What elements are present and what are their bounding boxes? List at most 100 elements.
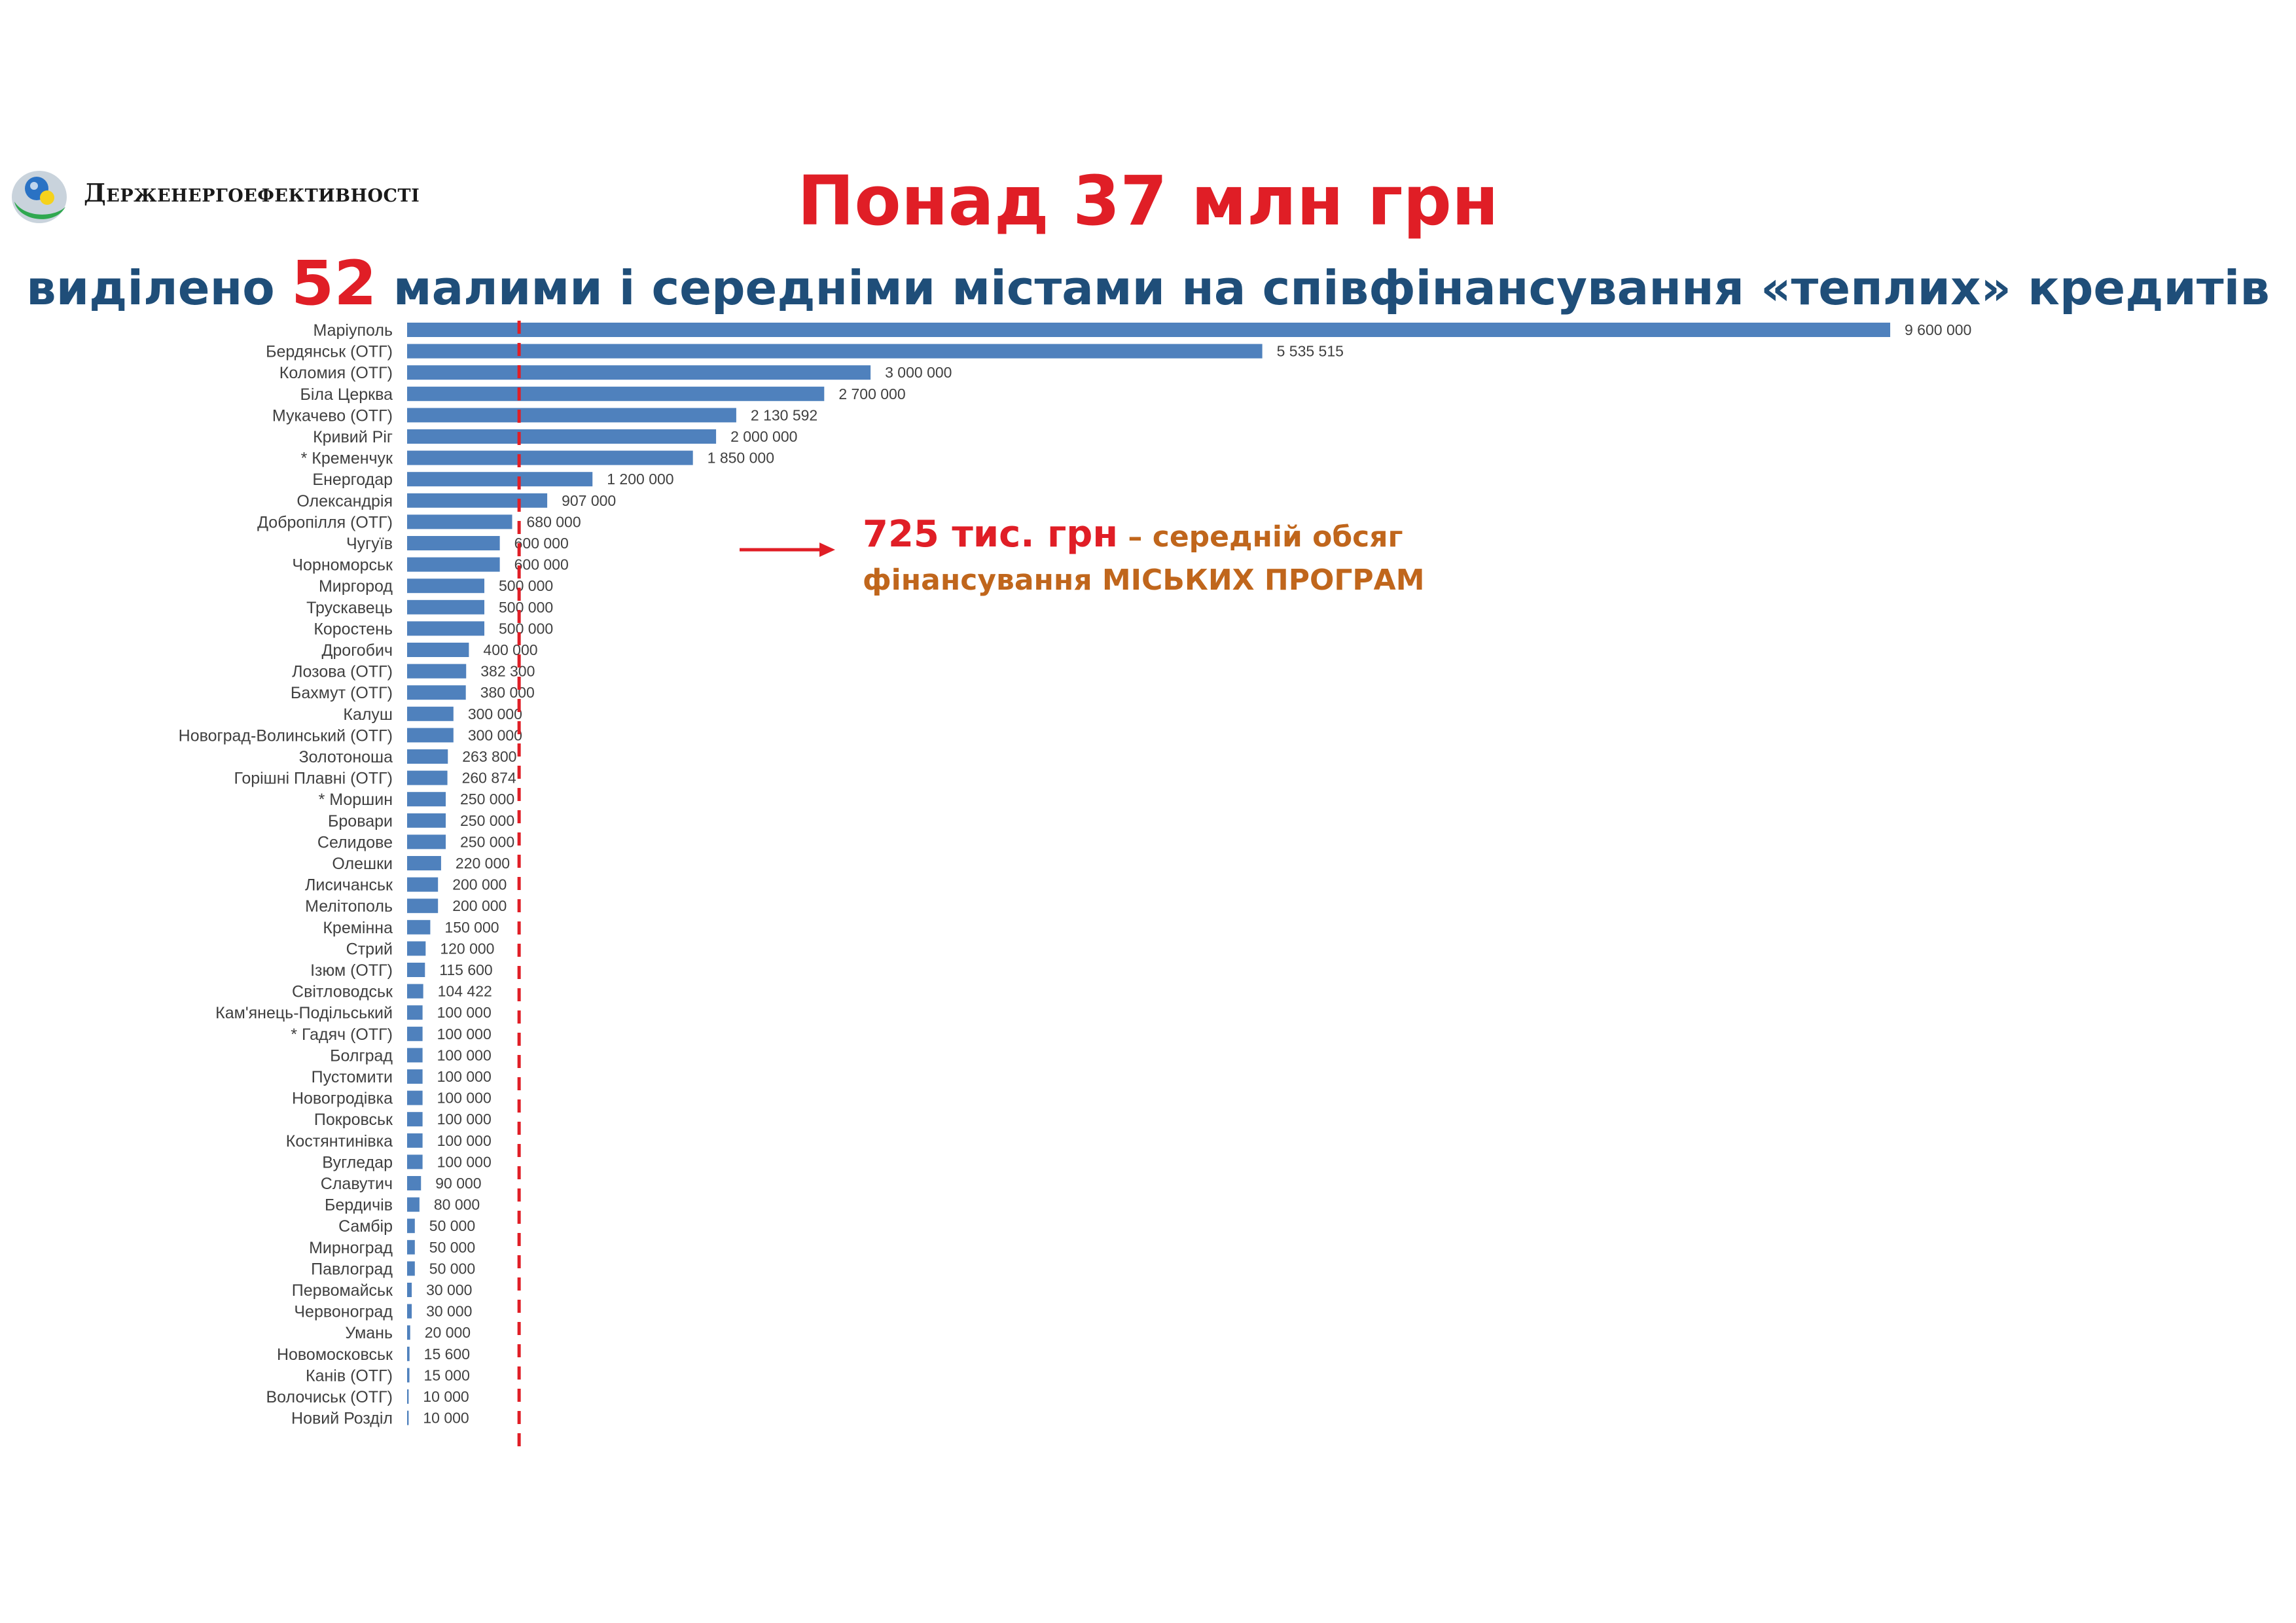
bar-group: Маріуполь 9 600 000 Бердянськ (ОТГ) 5 535 5…	[179, 321, 1972, 1428]
value-label: 260 874	[462, 770, 516, 787]
bar	[407, 685, 466, 700]
value-label: 10 000	[423, 1388, 469, 1405]
bar	[407, 1368, 410, 1383]
bar	[407, 749, 448, 764]
category-label: Миргород	[319, 577, 393, 596]
bar	[407, 1069, 423, 1084]
value-label: 1 200 000	[607, 471, 673, 488]
value-label: 50 000	[429, 1239, 475, 1256]
bar	[407, 621, 485, 636]
value-label: 200 000	[452, 876, 507, 893]
bar	[407, 1325, 410, 1340]
category-label: Коломия (ОТГ)	[279, 364, 393, 382]
category-label: Новогродівка	[292, 1090, 393, 1108]
bar	[407, 408, 736, 423]
category-label: Первомайськ	[292, 1281, 393, 1300]
category-label: Селидове	[317, 833, 393, 851]
bar	[407, 856, 441, 870]
callout-line2: фінансування МІСЬКИХ ПРОГРАМ	[863, 563, 1425, 597]
value-label: 30 000	[426, 1281, 472, 1298]
bar	[407, 1197, 420, 1212]
bar	[407, 429, 717, 444]
value-label: 104 422	[438, 983, 492, 1000]
value-label: 100 000	[437, 1132, 492, 1149]
value-label: 100 000	[437, 1153, 492, 1170]
logo-white-dot	[30, 182, 38, 190]
category-label: Кривий Ріг	[313, 428, 393, 446]
category-label: Покровськ	[314, 1111, 393, 1129]
category-label: Червоноград	[294, 1303, 393, 1321]
category-label: * Кременчук	[301, 450, 393, 468]
value-label: 400 000	[483, 641, 537, 658]
category-label: Бровари	[328, 812, 393, 830]
value-label: 1 850 000	[708, 450, 774, 467]
value-label: 100 000	[437, 1026, 492, 1043]
bar	[407, 877, 439, 892]
value-label: 200 000	[452, 897, 507, 914]
bar	[407, 1304, 412, 1319]
bar	[407, 643, 469, 657]
category-label: Трускавець	[306, 599, 393, 617]
bar	[407, 1176, 422, 1190]
category-label: Болград	[330, 1046, 393, 1065]
callout-arrow	[740, 543, 835, 557]
category-label: Світловодськ	[292, 983, 393, 1001]
bar	[407, 579, 485, 594]
bar	[407, 599, 485, 615]
category-label: Пустомити	[312, 1068, 393, 1086]
value-label: 5 535 515	[1277, 343, 1344, 360]
value-label: 100 000	[437, 1111, 492, 1128]
bar	[407, 1026, 423, 1041]
bar	[407, 941, 426, 956]
bar	[407, 1389, 409, 1404]
bar	[407, 1005, 423, 1020]
value-label: 680 000	[527, 513, 581, 530]
subtitle-number: 52	[291, 248, 377, 319]
value-label: 90 000	[435, 1175, 481, 1192]
category-label: Павлоград	[311, 1260, 393, 1278]
value-label: 100 000	[437, 1068, 492, 1085]
category-label: Кам'янець-Подільський	[215, 1004, 393, 1022]
average-callout: 725 тис. грн – середній обсяг фінансуван…	[863, 509, 1425, 601]
value-label: 263 800	[462, 748, 516, 765]
bar	[407, 386, 825, 401]
logo-yellow-ball	[40, 190, 54, 205]
category-label: Дрогобич	[321, 641, 393, 660]
value-label: 50 000	[429, 1260, 475, 1277]
bar	[407, 1410, 409, 1425]
category-label: Мирноград	[309, 1239, 393, 1257]
category-label: Бердянськ (ОТГ)	[266, 343, 393, 361]
category-label: Бердичів	[325, 1196, 393, 1215]
bar	[407, 323, 1890, 337]
category-label: Умань	[345, 1324, 393, 1342]
value-label: 20 000	[425, 1324, 471, 1341]
category-label: Вугледар	[322, 1153, 393, 1171]
category-label: Маріуполь	[314, 321, 393, 340]
category-label: Золотоноша	[299, 748, 393, 766]
bar	[407, 728, 454, 743]
value-label: 10 000	[423, 1410, 469, 1427]
bar	[407, 514, 512, 529]
bar	[407, 365, 871, 380]
value-label: 2 700 000	[838, 385, 905, 402]
value-label: 300 000	[468, 726, 522, 743]
category-label: Бахмут (ОТГ)	[291, 684, 393, 702]
bar	[407, 1133, 423, 1148]
value-label: 115 600	[439, 961, 492, 978]
value-label: 15 600	[424, 1346, 470, 1363]
category-label: Кремінна	[323, 919, 393, 937]
bar	[407, 899, 439, 914]
bar	[407, 664, 467, 679]
category-label: Волочиськ (ОТГ)	[266, 1388, 393, 1406]
value-label: 600 000	[514, 535, 569, 552]
value-label: 220 000	[456, 855, 510, 872]
bar	[407, 834, 446, 849]
page-title: Понад 37 млн грн	[797, 161, 1499, 241]
value-label: 2 130 592	[751, 406, 817, 423]
value-label: 150 000	[444, 919, 499, 936]
value-label: 500 000	[499, 577, 553, 594]
subtitle-pre: виділено	[26, 260, 291, 315]
value-label: 380 000	[480, 684, 535, 701]
bar	[407, 984, 423, 999]
value-label: 500 000	[499, 620, 553, 637]
